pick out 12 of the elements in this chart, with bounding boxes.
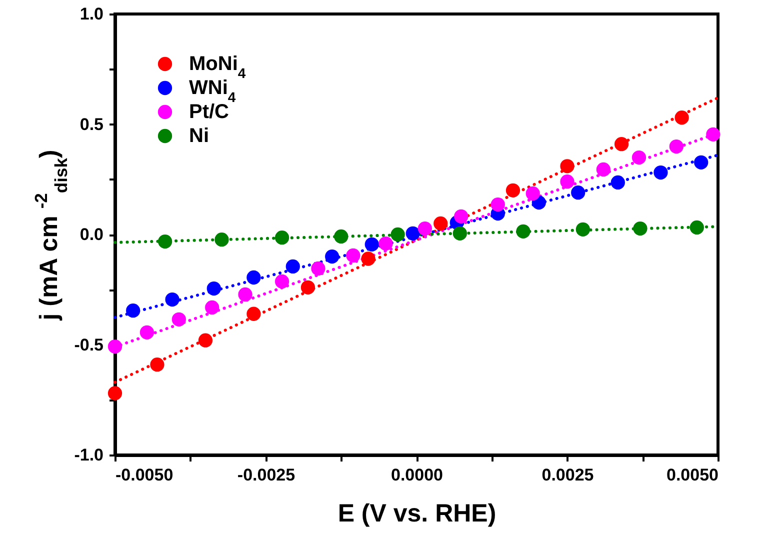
y-tick-label: 1.0 — [80, 4, 104, 24]
y-tick-label: -0.5 — [74, 335, 104, 354]
x-tick-label: 0.0000 — [391, 466, 443, 484]
x-tick-label: 0.0025 — [542, 466, 594, 484]
x-tick-label: 0.0050 — [666, 466, 718, 484]
y-tick-label: 0.5 — [80, 114, 104, 134]
y-tick-label: 0.0 — [80, 225, 104, 244]
legend-label: Ni — [189, 125, 209, 147]
x-tick-label: -0.0025 — [237, 466, 296, 484]
y-tick-label: -1.0 — [74, 446, 104, 464]
x-tick-label: -0.0050 — [116, 466, 174, 484]
x-axis-title: E (V vs. RHE) — [338, 500, 496, 528]
